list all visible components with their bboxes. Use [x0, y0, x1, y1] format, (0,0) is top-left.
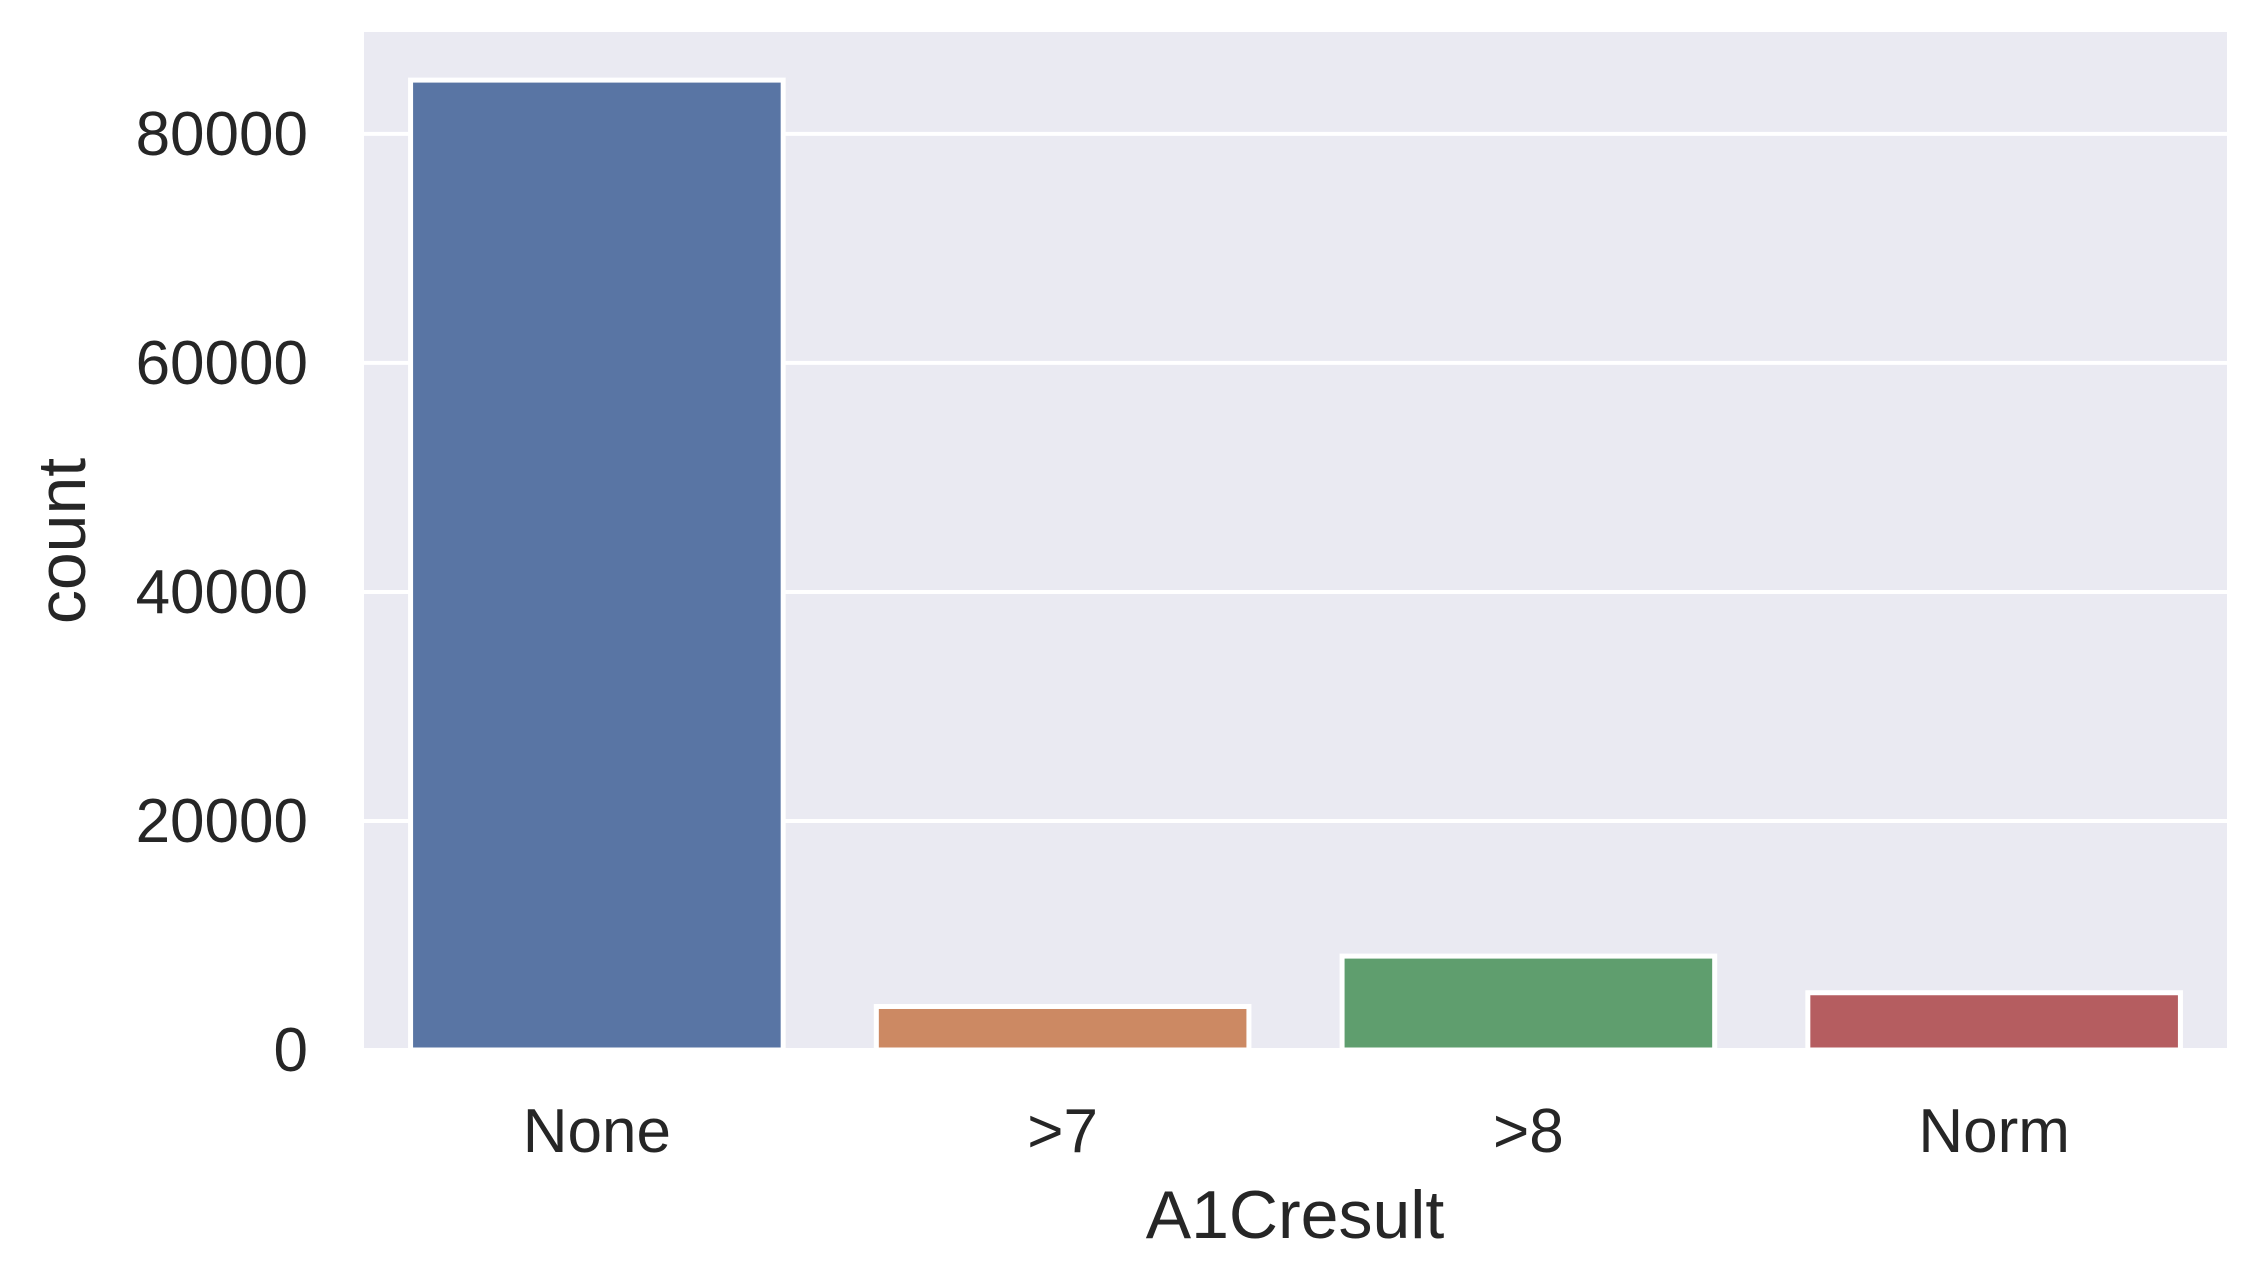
x-tick-label: >7: [1027, 1097, 1098, 1166]
bar-2: [1339, 953, 1718, 1053]
bar-1: [873, 1003, 1252, 1053]
bar-3: [1805, 990, 2183, 1053]
y-tick-label: 20000: [136, 787, 308, 856]
x-tick-labels: None >7 >8 Norm: [523, 1097, 2070, 1166]
x-tick-label: >8: [1493, 1097, 1564, 1166]
y-tick-label: 0: [274, 1016, 308, 1085]
y-axis-label: count: [24, 458, 100, 624]
x-axis-label: A1Cresult: [1146, 1177, 1445, 1253]
x-tick-label: None: [523, 1097, 671, 1166]
y-tick-label: 40000: [136, 558, 308, 627]
x-tick-label: Norm: [1918, 1097, 2070, 1166]
bars: [408, 77, 2183, 1053]
y-tick-label: 80000: [136, 100, 308, 169]
bar-0: [408, 77, 786, 1053]
y-tick-labels: 0 20000 40000 60000 80000: [136, 100, 308, 1085]
y-tick-label: 60000: [136, 329, 308, 398]
